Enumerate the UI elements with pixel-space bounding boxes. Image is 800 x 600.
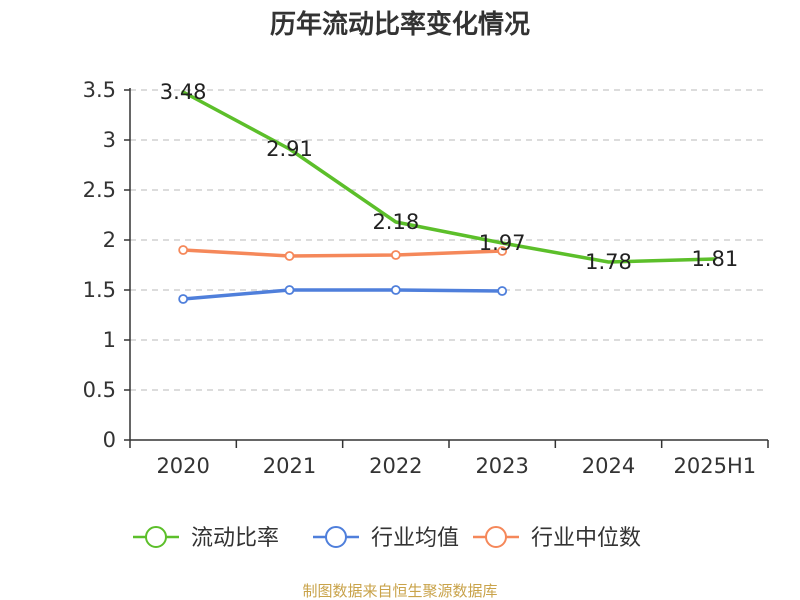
series-point — [390, 250, 401, 260]
chart-title: 历年流动比率变化情况 — [270, 9, 530, 40]
y-tick-label: 0 — [103, 428, 116, 452]
x-tick-label: 2022 — [369, 454, 422, 478]
legend-marker — [145, 526, 167, 548]
data-label: 1.81 — [691, 247, 738, 271]
data-label: 3.48 — [160, 80, 207, 104]
x-tick-label: 2024 — [582, 454, 635, 478]
legend-marker — [325, 526, 347, 548]
data-label: 1.97 — [479, 231, 526, 255]
series-point — [497, 246, 508, 256]
data-labels: 3.48 2.91 2.18 1.97 1.78 1.81 — [160, 80, 738, 274]
series-point — [284, 251, 295, 261]
y-tick-label: 1.5 — [83, 278, 116, 302]
y-tick-label: 2 — [103, 228, 116, 252]
source-note: 制图数据来自恒生聚源数据库 — [302, 582, 497, 600]
y-tick-label: 0.5 — [83, 378, 116, 402]
legend-item[interactable]: 行业中位数 — [473, 526, 641, 551]
legend-label: 行业中位数 — [531, 526, 641, 551]
series-point — [178, 294, 189, 304]
grid — [130, 89, 768, 391]
x-tick-label: 2023 — [475, 454, 528, 478]
data-label: 2.91 — [266, 137, 313, 161]
x-tick-label: 2025H1 — [674, 454, 757, 478]
x-tick-label: 2020 — [156, 454, 209, 478]
legend-item[interactable]: 行业均值 — [313, 526, 459, 551]
y-tick-label: 2.5 — [83, 178, 116, 202]
x-tick-label: 2021 — [263, 454, 316, 478]
legend-label: 流动比率 — [191, 526, 279, 551]
series-layer — [178, 90, 717, 304]
legend-item[interactable]: 流动比率 — [133, 526, 279, 551]
y-tick-label: 3 — [103, 128, 116, 152]
series-line — [181, 248, 504, 258]
legend-label: 行业均值 — [371, 526, 459, 551]
legend-marker — [485, 526, 507, 548]
series-point — [390, 285, 401, 295]
series-line — [181, 90, 717, 264]
y-tick-label: 3.5 — [83, 78, 116, 102]
series-point — [497, 286, 508, 296]
series-line — [181, 288, 504, 301]
series-point — [178, 245, 189, 255]
axes: 0 0.5 1 1.5 2 2.5 3 3.5 2020 2021 2022 2023 2024 2025… — [83, 78, 769, 478]
data-label: 2.18 — [372, 210, 419, 234]
legend[interactable]: 流动比率 行业均值 行业中位数 — [133, 526, 641, 551]
data-label: 1.78 — [585, 250, 632, 274]
series-point — [284, 285, 295, 295]
y-tick-label: 1 — [103, 328, 116, 352]
